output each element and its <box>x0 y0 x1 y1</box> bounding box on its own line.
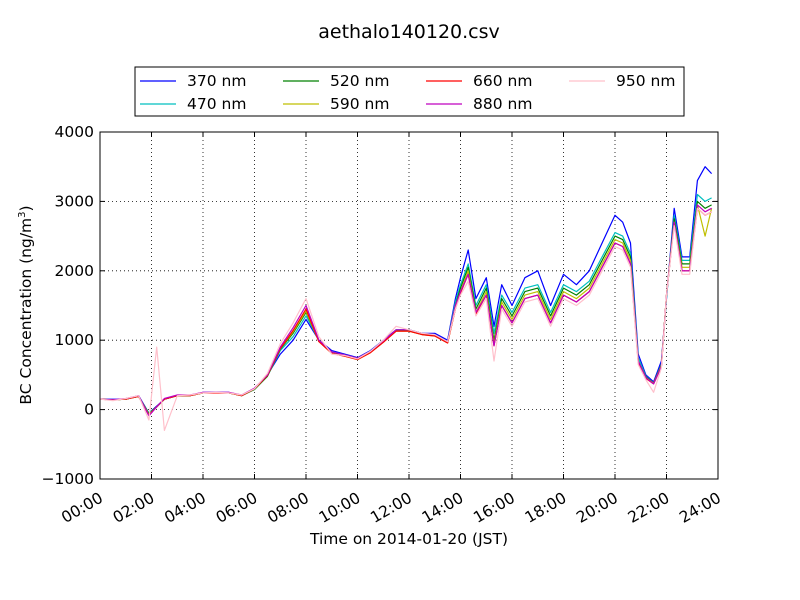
legend-label: 660 nm <box>473 72 532 90</box>
y-axis-label-superscript: 3 <box>17 211 28 217</box>
y-tick-label: 0 <box>84 401 94 419</box>
y-tick-label: 1000 <box>55 331 94 349</box>
series-line-950-nm <box>99 207 712 431</box>
y-tick-label: 2000 <box>55 262 94 280</box>
grid <box>100 132 718 479</box>
chart-title: aethalo140120.csv <box>318 21 500 43</box>
y-axis-label-main: BC Concentration (ng/m <box>17 218 35 405</box>
legend: 370 nm 470 nm 520 nm 590 nm 660 nm 880 nm 950 … <box>134 66 685 117</box>
legend-items: 370 nm 470 nm 520 nm 590 nm 660 nm 880 nm 950 … <box>140 72 675 113</box>
legend-label: 370 nm <box>187 72 246 90</box>
y-tick-label: −1000 <box>42 470 94 488</box>
y-axis-label-end: ) <box>17 205 35 211</box>
y-tick-label: 3000 <box>55 192 94 210</box>
legend-label: 520 nm <box>330 72 389 90</box>
series-group <box>99 166 713 431</box>
legend-frame <box>134 66 685 117</box>
y-tick-label: 4000 <box>55 123 94 141</box>
legend-label: 880 nm <box>473 95 532 113</box>
y-axis-label: BC Concentration (ng/m3) <box>17 205 35 404</box>
legend-label: 950 nm <box>616 72 675 90</box>
legend-label: 470 nm <box>187 95 246 113</box>
x-axis-label: Time on 2014-01-20 (JST) <box>309 530 508 548</box>
legend-label: 590 nm <box>330 95 389 113</box>
